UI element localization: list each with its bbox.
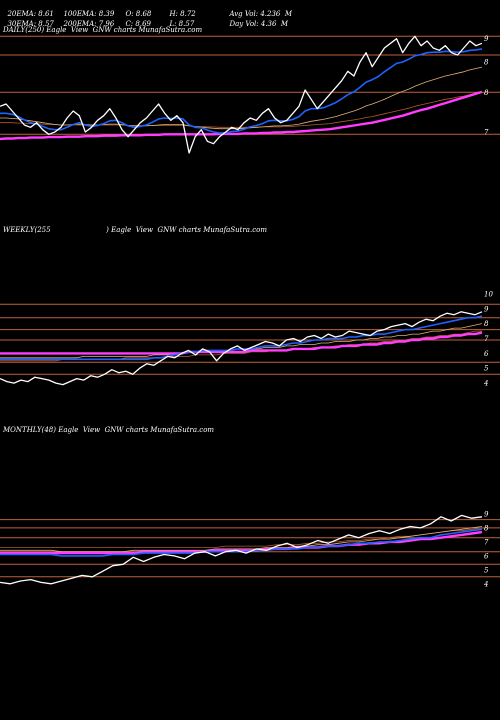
daily-panel-label: DAILY(250) Eagle View GNW charts MunafaS… <box>3 26 203 34</box>
daily-tick-label-0: 9 <box>484 35 489 43</box>
day-vol-value: Day Vol: 4.36 M <box>229 20 289 28</box>
ema200-value: 200EMA: 7.96 <box>63 20 115 28</box>
ema30-value: 30EMA: 8.57 <box>7 20 54 28</box>
monthly-tick-label-1: 8 <box>484 524 489 532</box>
header-row-1: 20EMA: 8.61 100EMA: 8.39 O: 8.68 H: 8.72 Avg… <box>3 2 292 18</box>
monthly-tick-label-3: 6 <box>484 552 489 560</box>
daily-ema-mid-line <box>0 66 483 130</box>
high-value: H: 8.72 <box>169 10 196 18</box>
weekly-ema-long-line <box>0 330 482 362</box>
monthly-ema-mid-line <box>0 526 483 553</box>
daily-tick-label-1: 8 <box>484 59 489 67</box>
weekly-tick-label-2: 8 <box>484 320 489 328</box>
daily-tick-label-3: 7 <box>484 129 489 137</box>
weekly-tick-label-4: 6 <box>484 350 489 358</box>
daily-ema-200-line <box>0 90 483 141</box>
monthly-ema-long-line <box>0 527 483 548</box>
monthly-tick-label-4: 5 <box>484 566 489 574</box>
ema20-value: 20EMA: 8.61 <box>7 10 54 18</box>
monthly-tick-label-5: 4 <box>483 580 488 588</box>
avg-vol-value: Avg Vol: 4.236 M <box>229 10 292 18</box>
weekly-tick-label-5: 5 <box>484 365 489 373</box>
monthly-price-line <box>0 514 483 585</box>
ema100-value: 100EMA: 8.39 <box>63 10 115 18</box>
daily-price-line <box>0 35 483 154</box>
weekly-tick-label-6: 4 <box>483 380 488 388</box>
open-value: O: 8.68 <box>125 10 152 18</box>
low-value: L: 8.57 <box>169 20 195 28</box>
weekly-ema-200-line <box>0 331 483 355</box>
weekly-tick-label-1: 9 <box>484 305 489 313</box>
daily-tick-label-2: 8 <box>484 89 489 97</box>
monthly-tick-label-0: 9 <box>484 511 489 519</box>
weekly-tick-label-0: 10 <box>484 290 493 298</box>
header-row-2: 30EMA: 8.57 200EMA: 7.96 C: 8.69 L: 8.57 Day… <box>3 12 288 28</box>
monthly-tick-label-2: 7 <box>484 538 489 546</box>
weekly-tick-label-3: 7 <box>484 335 489 343</box>
weekly-price-line <box>0 311 483 386</box>
daily-ema-short-line <box>0 48 483 134</box>
daily-ema-long-line <box>0 91 483 128</box>
monthly-ema-200-line <box>0 530 483 555</box>
weekly-panel-label: WEEKLY(255 ) Eagle View GNW charts Munaf… <box>3 226 267 234</box>
monthly-panel-label: MONTHLY(48) Eagle View GNW charts Munafa… <box>3 426 215 434</box>
close-value: C: 8.69 <box>125 20 151 28</box>
